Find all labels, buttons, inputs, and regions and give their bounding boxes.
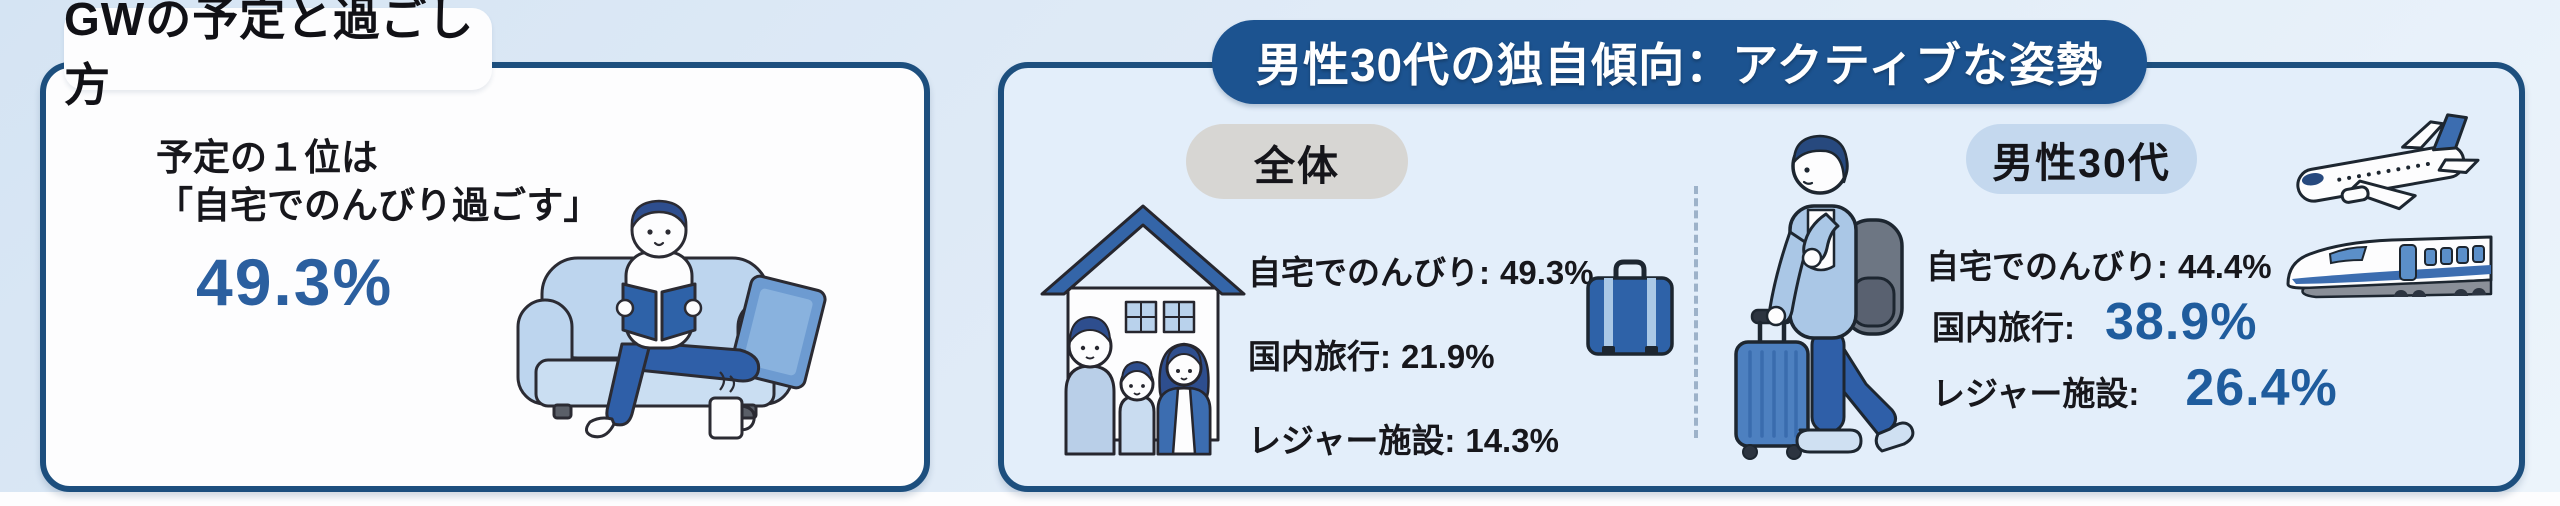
male30s-group-label: 男性30代 [1992,140,2171,186]
airplane-icon [2296,113,2480,211]
male30s-stat-home: 自宅でのんびり: 44.4% [1926,248,2272,285]
footer-strip [0,492,2560,506]
column-divider [1694,186,1698,438]
left-panel-title-badge: GWの予定と過ごし方 [64,0,492,111]
lead-line-2: 「自宅でのんびり過ごす」 [156,185,601,226]
traveler-with-rolling-suitcase-icon [1734,134,1915,460]
overall-stat-leisure: レジャー施設: 14.3% [1248,422,1559,459]
overall-stat-domestic-travel: 国内旅行: 21.9% [1248,338,1495,375]
shinkansen-train-icon [2286,235,2493,299]
male30s-stat-leisure: レジャー施設: 26.4% [1932,359,2338,417]
overall-stats-list: 自宅でのんびり: 49.3% 国内旅行: 21.9% レジャー施設: 14.3% [1248,246,1594,498]
overall-group-pill: 全体 [1186,124,1408,199]
overall-stat-home: 自宅でのんびり: 49.3% [1248,254,1594,291]
person-reading-on-sofa-icon [516,199,827,440]
travel-suitcase-icon [1586,259,1674,356]
left-panel: 予定の１位は 「自宅でのんびり過ごす」 49.3% [40,62,930,492]
male30s-group-pill: 男性30代 [1966,124,2197,194]
male30s-stat-domestic-travel: 国内旅行: 38.9% [1932,293,2258,351]
overall-group-label: 全体 [1254,142,1340,189]
right-panel-title-pill: 男性30代の独自傾向：アクティブな姿勢 [1212,20,2147,104]
left-panel-highlight-value: 49.3% [196,245,394,319]
right-panel-title: 男性30代の独自傾向：アクティブな姿勢 [1255,39,2104,91]
left-panel-title: GWの予定と過ごし方 [64,0,475,111]
lead-line-1: 予定の１位は [156,137,378,178]
house-with-family-icon [1040,204,1246,456]
right-panel: 全体 [998,62,2525,492]
left-panel-lead-text: 予定の１位は 「自宅でのんびり過ごす」 [156,134,600,230]
